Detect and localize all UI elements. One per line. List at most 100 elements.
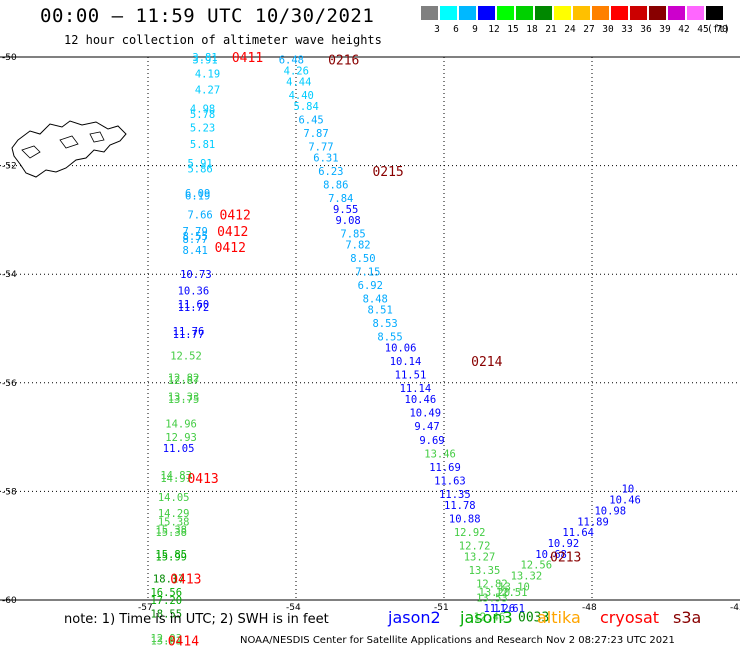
page-title: 00:00 — 11:59 UTC 10/30/2021 (40, 5, 375, 27)
scale-label: 70 (716, 24, 728, 35)
data-point: 13.32 (511, 571, 543, 583)
x-tick-label: -48 (582, 603, 597, 613)
data-point: 12.82 (168, 372, 200, 384)
time-label: 0413 (170, 572, 201, 587)
data-point: 11.35 (439, 489, 471, 501)
data-point: 9.69 (419, 435, 444, 447)
data-point: 11.26 (483, 603, 515, 615)
scale-swatch (497, 6, 514, 20)
scale-swatch (706, 6, 723, 20)
x-tick-label: -45 (730, 603, 740, 613)
data-point: 8.48 (363, 294, 388, 306)
data-point: 11.89 (577, 516, 609, 528)
data-point: 11.14 (400, 383, 432, 395)
data-point: 11.63 (434, 476, 466, 488)
scale-swatch (668, 6, 685, 20)
data-point: 5.84 (294, 101, 319, 113)
data-point: 10.36 (178, 285, 210, 297)
data-point: 6.48 (279, 55, 304, 67)
data-point: 5.91 (187, 158, 212, 170)
data-point: 4.27 (195, 85, 220, 97)
data-point: 4.44 (286, 76, 311, 88)
scale-label: 42 (678, 24, 690, 35)
data-point: 12.52 (170, 351, 202, 363)
data-point: 11.51 (395, 370, 427, 382)
data-point: 12.93 (165, 432, 197, 444)
data-point: 18.17 (153, 573, 185, 585)
data-point: 7.15 (355, 266, 380, 278)
scale-label: 33 (621, 24, 633, 35)
data-point: 6.23 (318, 166, 343, 178)
chart-note: note: 1) Time is in UTC; 2) SWH is in fe… (64, 612, 329, 627)
scale-swatch (592, 6, 609, 20)
scale-label: 6 (453, 24, 459, 35)
data-point: 10.46 (405, 394, 437, 406)
data-point: 14.96 (165, 419, 197, 431)
scale-label: 45 (697, 24, 709, 35)
scale-label: 36 (640, 24, 652, 35)
time-label: 0214 (471, 355, 502, 370)
data-point: 13.75 (168, 394, 200, 406)
scale-label: 27 (583, 24, 595, 35)
data-point: 6.92 (358, 280, 383, 292)
data-point: 9.08 (335, 215, 360, 227)
x-tick-label: -54 (286, 603, 301, 613)
data-point: 14.83 (160, 470, 192, 482)
scale-label: 9 (472, 24, 478, 35)
data-point: 4.26 (284, 66, 309, 78)
scale-swatch (478, 6, 495, 20)
data-point: 10.49 (409, 408, 441, 420)
legend-jason3: jason3 (460, 608, 513, 627)
legend-s3a: s3a (673, 608, 702, 627)
data-point: 15.38 (158, 516, 190, 528)
time-label: 0412 (217, 225, 248, 240)
data-point: 10.06 (385, 343, 417, 355)
data-point: 11.76 (173, 326, 205, 338)
scale-swatch (630, 6, 647, 20)
data-point: 5.81 (190, 139, 215, 151)
data-point: 14.05 (158, 492, 190, 504)
data-point: 14.97 (160, 473, 192, 485)
data-point: 11.60 (178, 299, 210, 311)
scale-label: 18 (526, 24, 538, 35)
data-point: 12.51 (496, 587, 528, 599)
scale-label: 15 (507, 24, 519, 35)
data-point: 15.85 (155, 549, 187, 561)
x-tick-label: -51 (434, 603, 449, 613)
data-point: 8.55 (183, 231, 208, 243)
data-point: 9.47 (414, 421, 439, 433)
time-label: 0411 (232, 51, 263, 66)
data-point: 8.77 (183, 234, 208, 246)
data-point: 5.78 (190, 109, 215, 121)
scale-swatch (554, 6, 571, 20)
data-point: 16.56 (150, 587, 182, 599)
data-point: 3.81 (192, 52, 217, 64)
data-point: 8.53 (372, 318, 397, 330)
scale-label: 12 (488, 24, 500, 35)
scale-swatch (573, 6, 590, 20)
scale-swatch (421, 6, 438, 20)
scale-label: 30 (602, 24, 614, 35)
scale-label: 21 (545, 24, 557, 35)
data-point: 18.55 (150, 609, 182, 621)
time-label: 0412 (220, 208, 251, 223)
time-label: 0412 (215, 241, 246, 256)
data-point: 11.64 (562, 527, 594, 539)
data-point: 12.72 (459, 541, 491, 553)
time-label: 0216 (328, 54, 359, 69)
legend-altika: altika (537, 608, 581, 627)
data-point: 10.46 (609, 495, 641, 507)
data-point: 4.40 (289, 90, 314, 102)
data-point: 13.33 (168, 391, 200, 403)
data-point: 4.19 (195, 68, 220, 80)
data-point: 8.41 (183, 245, 208, 257)
scale-swatch (459, 6, 476, 20)
data-point: 12.93 (150, 633, 182, 645)
data-point: 11.72 (178, 302, 210, 314)
scale-swatch (516, 6, 533, 20)
y-tick-label: -56 (2, 379, 17, 389)
data-point: 9.55 (333, 204, 358, 216)
land-outline (11, 120, 127, 178)
data-point: 6.31 (313, 152, 338, 164)
